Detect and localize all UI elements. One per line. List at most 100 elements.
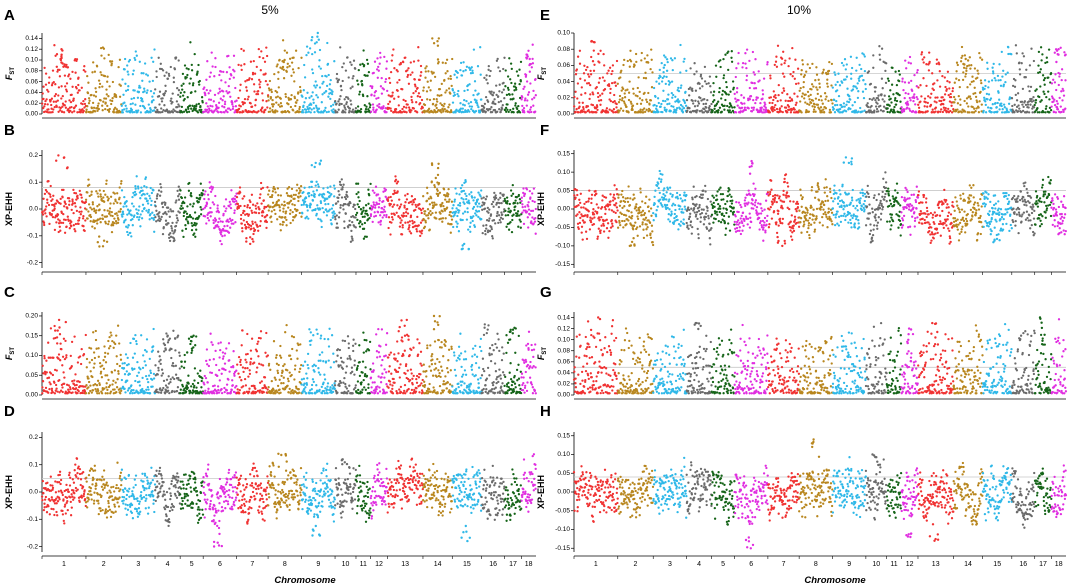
data-point xyxy=(524,370,527,374)
data-point xyxy=(113,388,116,391)
data-point xyxy=(370,386,373,389)
data-point xyxy=(103,74,107,78)
data-point xyxy=(42,492,45,495)
data-point xyxy=(304,386,307,389)
data-point xyxy=(397,104,400,107)
data-point xyxy=(509,377,513,381)
data-point xyxy=(273,376,276,379)
data-point xyxy=(90,106,94,110)
data-point xyxy=(385,391,388,394)
data-point xyxy=(521,205,524,209)
data-point xyxy=(282,220,285,224)
data-point xyxy=(317,217,320,221)
peak-point xyxy=(434,176,437,180)
data-point xyxy=(323,337,326,341)
data-point xyxy=(223,362,227,365)
data-point xyxy=(259,181,263,185)
data-point xyxy=(350,103,353,106)
data-point xyxy=(379,85,383,88)
data-point xyxy=(249,349,253,352)
data-point xyxy=(141,387,144,391)
data-point xyxy=(70,365,73,368)
data-point xyxy=(128,387,131,390)
data-point xyxy=(459,186,463,190)
data-point xyxy=(257,355,260,358)
data-point xyxy=(52,108,55,111)
data-point xyxy=(97,102,100,105)
data-point xyxy=(250,337,254,340)
data-point xyxy=(131,73,135,76)
data-point xyxy=(296,99,299,102)
data-point xyxy=(94,388,97,391)
data-point xyxy=(157,215,160,218)
data-point xyxy=(58,225,61,228)
data-point xyxy=(248,387,251,390)
data-point xyxy=(347,76,350,79)
data-point xyxy=(228,91,231,94)
data-point xyxy=(164,219,168,222)
data-point xyxy=(507,228,511,231)
data-point xyxy=(160,107,163,110)
data-point xyxy=(297,388,300,391)
data-point xyxy=(271,105,275,108)
data-point xyxy=(219,348,222,352)
data-point xyxy=(387,226,390,230)
data-point xyxy=(200,386,203,389)
data-point xyxy=(425,186,429,189)
data-point xyxy=(110,60,114,63)
data-point xyxy=(176,105,179,109)
data-point xyxy=(160,368,164,371)
data-point xyxy=(199,369,202,372)
data-point xyxy=(170,224,173,228)
data-point xyxy=(485,227,488,230)
data-point xyxy=(376,385,379,388)
data-point xyxy=(276,384,280,388)
data-point xyxy=(370,93,373,96)
data-point xyxy=(390,59,393,62)
data-point xyxy=(275,65,278,68)
data-point xyxy=(160,215,163,219)
peak-point xyxy=(55,65,58,69)
data-point xyxy=(82,99,85,103)
data-point xyxy=(101,104,104,107)
data-point xyxy=(43,498,47,501)
data-point xyxy=(106,209,109,212)
data-point xyxy=(269,205,272,208)
data-point xyxy=(92,366,95,369)
data-point xyxy=(335,222,339,225)
data-point xyxy=(441,61,444,64)
data-point xyxy=(132,69,135,72)
data-point xyxy=(388,380,392,383)
data-point xyxy=(300,378,304,381)
data-point xyxy=(42,197,45,200)
data-point xyxy=(368,216,371,220)
data-point xyxy=(499,377,503,380)
data-point xyxy=(486,366,490,370)
data-point xyxy=(238,89,242,92)
data-point xyxy=(163,203,167,206)
data-point xyxy=(377,65,380,69)
data-point xyxy=(234,221,237,224)
data-point xyxy=(278,354,282,357)
data-point xyxy=(450,347,453,351)
data-point xyxy=(433,75,437,79)
data-point xyxy=(62,212,65,216)
data-point xyxy=(186,386,189,389)
data-point xyxy=(210,51,213,54)
data-point xyxy=(111,99,114,103)
data-point xyxy=(288,371,291,374)
data-point xyxy=(118,196,121,199)
peak-point xyxy=(245,237,248,240)
data-point xyxy=(256,202,259,205)
data-point xyxy=(327,73,330,77)
data-point xyxy=(447,87,451,90)
data-point xyxy=(265,100,268,103)
data-point xyxy=(201,101,204,104)
data-point xyxy=(437,60,440,64)
peak-point xyxy=(432,314,436,318)
data-point xyxy=(369,214,373,218)
data-point xyxy=(162,108,165,112)
data-point xyxy=(313,84,316,87)
data-point xyxy=(387,386,390,389)
data-point xyxy=(171,376,174,379)
